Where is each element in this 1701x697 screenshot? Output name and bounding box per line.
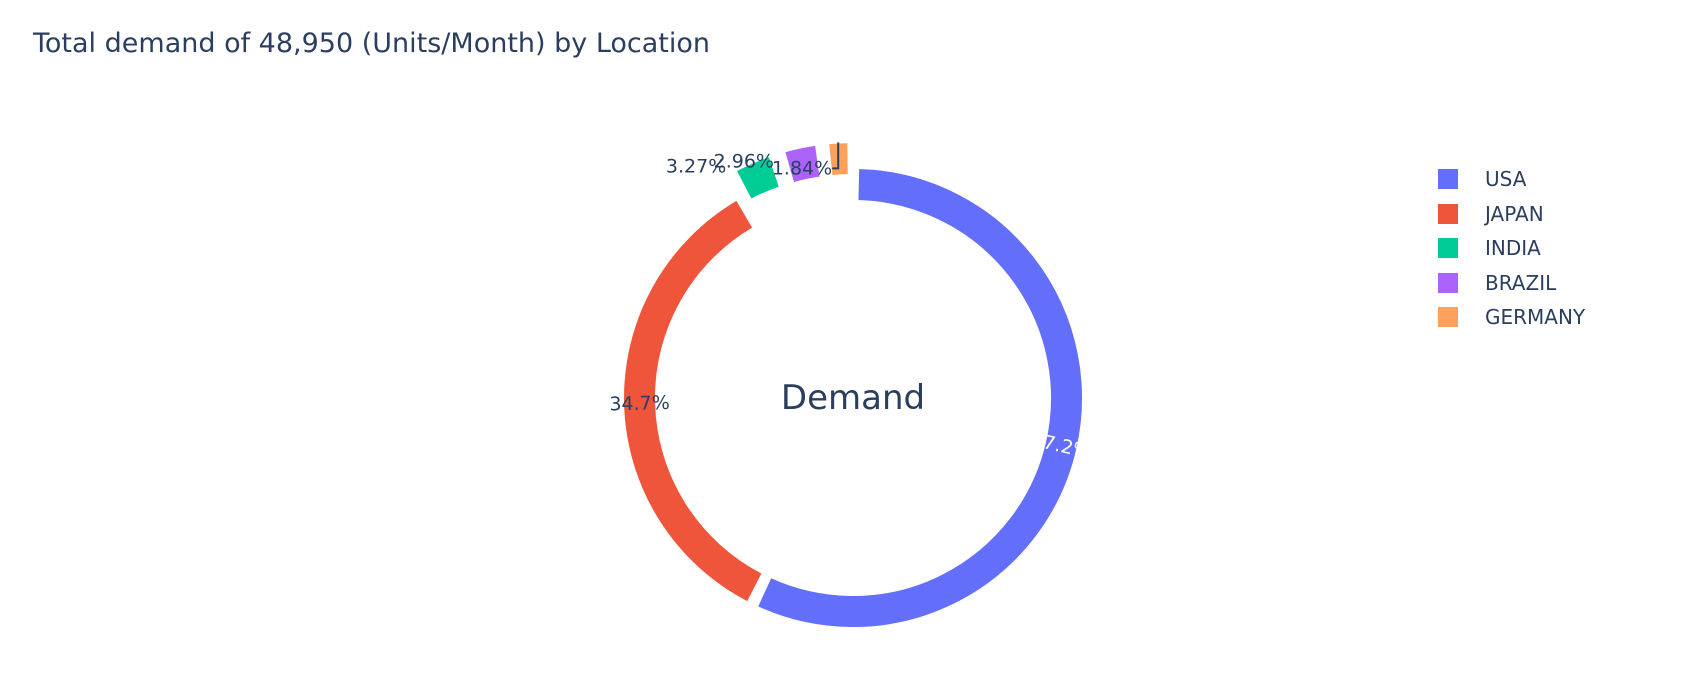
legend-swatch-germany — [1438, 307, 1458, 328]
slice-japan[interactable] — [622, 198, 765, 604]
leader-line-germany — [832, 142, 840, 170]
legend-item-japan[interactable]: JAPAN — [1438, 197, 1585, 232]
legend: USA JAPAN INDIA BRAZIL GERMANY — [1438, 162, 1585, 335]
center-label: Demand — [781, 378, 925, 418]
slice-usa[interactable] — [755, 167, 1084, 629]
legend-label-brazil: BRAZIL — [1485, 270, 1557, 295]
legend-item-brazil[interactable]: BRAZIL — [1438, 266, 1585, 301]
legend-label-usa: USA — [1485, 167, 1527, 192]
legend-swatch-brazil — [1438, 272, 1458, 293]
slice-label-brazil: 2.96% — [714, 151, 774, 173]
slice-label-india: 3.27% — [666, 156, 726, 178]
legend-swatch-usa — [1438, 169, 1458, 190]
legend-swatch-india — [1438, 238, 1458, 259]
legend-label-japan: JAPAN — [1485, 201, 1544, 226]
slice-india[interactable] — [734, 154, 782, 202]
chart-title: Total demand of 48,950 (Units/Month) by … — [33, 28, 711, 59]
legend-label-india: INDIA — [1485, 236, 1541, 261]
legend-item-usa[interactable]: USA — [1438, 162, 1585, 197]
slice-label-japan: 34.7% — [609, 392, 670, 416]
slice-brazil[interactable] — [782, 143, 822, 185]
legend-swatch-japan — [1438, 203, 1458, 224]
slice-label-germany: 1.84% — [772, 157, 832, 179]
legend-label-germany: GERMANY — [1485, 305, 1586, 330]
legend-item-germany[interactable]: GERMANY — [1438, 300, 1585, 335]
legend-item-india[interactable]: INDIA — [1438, 231, 1585, 266]
